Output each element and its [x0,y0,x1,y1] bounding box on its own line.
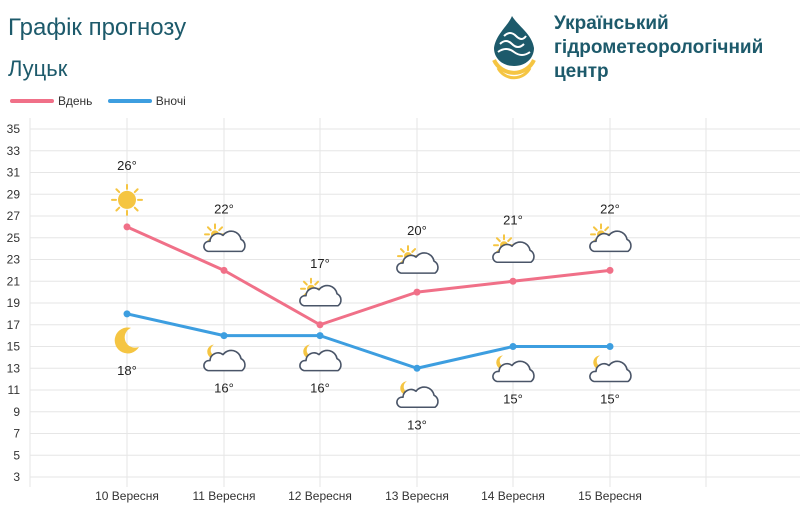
partly-cloudy-night-icon [203,349,246,372]
data-point-night [509,343,517,350]
data-label-day: 21° [503,212,523,227]
y-tick-label: 11 [8,383,21,397]
data-label-day: 26° [117,158,137,173]
data-label-day: 20° [407,223,427,238]
logo-line: Український [554,13,669,34]
data-point-night [123,310,131,318]
partly-cloudy-night-icon-moon [207,344,220,359]
sun-icon [111,183,143,216]
data-point-day [123,223,131,231]
legend-item-night[interactable]: Вночі [107,94,186,108]
logo-line: гідрометеорологічний [554,37,764,58]
logo: Український гідрометеорологічний центр [488,10,798,90]
data-point-day [413,288,421,296]
logo-line: центр [554,61,609,82]
page-title: Графік прогнозу [8,14,187,41]
partly-cloudy-icon [492,241,535,264]
y-tick-label: 23 [7,253,21,267]
y-tick-label: 17 [7,318,21,332]
partly-cloudy-night-icon-moon [400,381,413,396]
partly-cloudy-night-icon-moon [303,344,316,359]
data-point-day [220,266,228,274]
partly-cloudy-night-icon-moon [496,355,509,370]
legend-swatch-night [107,99,152,103]
data-point-night [606,343,614,350]
partly-cloudy-night-icon [589,360,632,383]
chart-legend: Вдень Вночі [10,92,198,108]
data-label-night: 18° [117,363,137,378]
data-label-night: 16° [310,381,330,396]
x-tick-label: 10 Вересня [95,489,159,503]
x-tick-label: 12 Вересня [288,489,352,503]
y-tick-label: 7 [13,427,20,441]
data-label-night: 15° [503,392,523,407]
partly-cloudy-night-icon [492,360,535,383]
y-tick-label: 25 [7,231,21,245]
data-label-night: 15° [600,392,620,407]
city-name: Луцьк [8,56,68,81]
data-point-day [316,321,324,329]
legend-swatch-day [10,99,54,103]
data-label-night: 13° [407,417,427,432]
y-tick-label: 5 [13,448,20,462]
data-point-night [220,332,228,340]
legend-label-day: Вдень [58,94,93,108]
y-tick-label: 27 [7,209,21,223]
partly-cloudy-night-icon [396,386,439,409]
partly-cloudy-icon [299,284,342,307]
y-tick-label: 19 [7,296,21,310]
x-tick-label: 13 Вересня [385,489,449,503]
y-tick-label: 3 [13,470,20,484]
x-tick-label: 11 Вересня [193,489,256,503]
y-tick-label: 33 [7,144,21,158]
series-line-night [126,312,610,370]
legend-item-day[interactable]: Вдень [10,94,92,108]
logo-mark-icon [492,16,536,80]
data-label-day: 17° [310,256,330,271]
partly-cloudy-icon [589,230,632,253]
y-tick-label: 31 [7,166,21,180]
x-tick-label: 15 Вересня [578,489,642,503]
data-label-night: 16° [214,381,234,396]
data-point-day [509,277,517,285]
logo-text: Український гідрометеорологічний центр [554,12,763,84]
data-point-night [316,332,324,340]
y-tick-label: 15 [7,340,21,354]
x-tick-label: 14 Вересня [481,489,545,503]
y-tick-label: 35 [7,122,21,136]
data-point-day [606,266,614,274]
y-tick-label: 9 [13,405,20,419]
data-label-day: 22° [600,201,620,216]
partly-cloudy-night-icon [299,349,342,372]
partly-cloudy-icon [396,252,439,274]
y-tick-label: 29 [7,187,21,201]
partly-cloudy-icon [203,230,246,253]
moon-icon [114,327,139,354]
y-tick-label: 13 [7,361,21,375]
data-point-night [413,364,421,372]
legend-label-night: Вночі [155,94,186,108]
y-tick-label: 21 [7,274,21,288]
data-label-day: 22° [214,201,234,216]
partly-cloudy-night-icon-moon [593,355,606,370]
series-line-day [126,225,611,327]
